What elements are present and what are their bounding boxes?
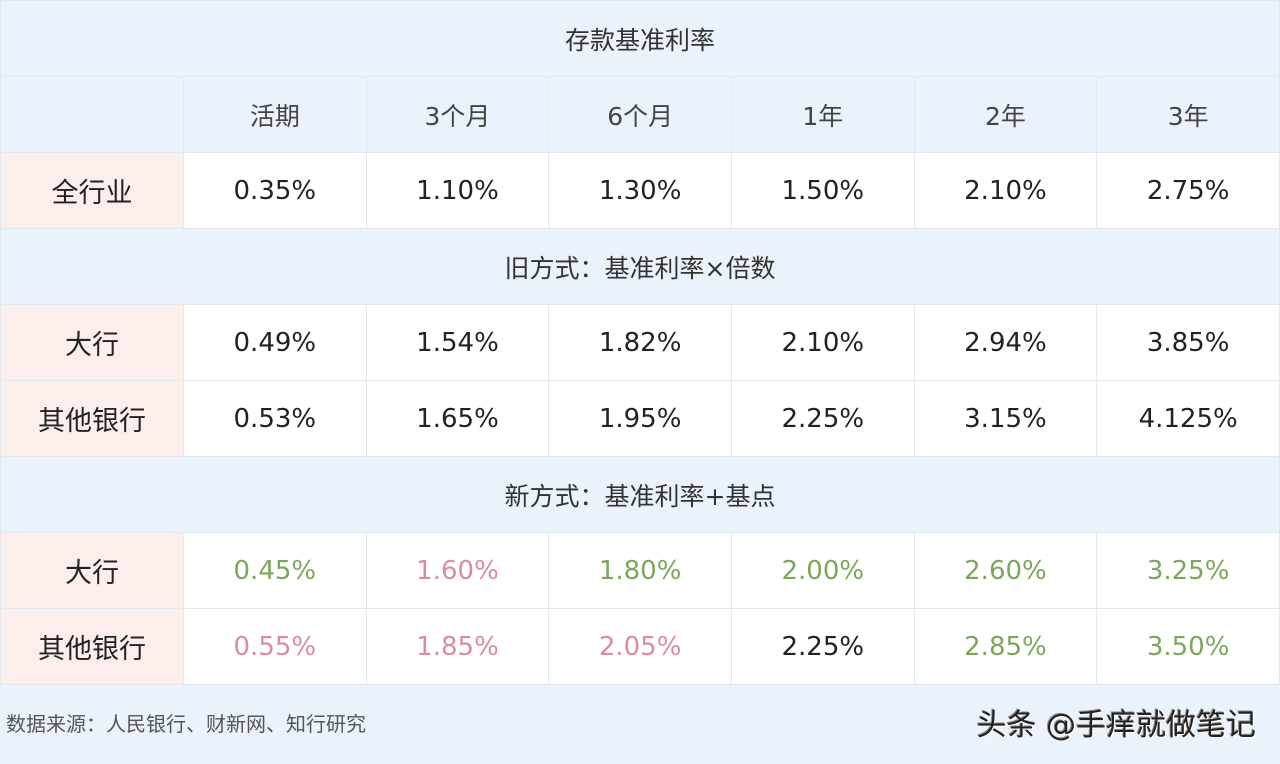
- rate-cell: 2.60%: [913, 532, 1098, 609]
- rate-cell: 4.125%: [1096, 380, 1280, 457]
- row-label: 大行: [0, 304, 184, 381]
- rate-cell: 2.25%: [730, 380, 915, 457]
- rate-cell: 2.10%: [730, 304, 915, 381]
- header-row: 活期 3个月 6个月 1年 2年 3年: [0, 76, 1280, 153]
- rate-cell: 1.95%: [548, 380, 732, 457]
- rate-cell: 1.82%: [548, 304, 732, 381]
- rate-cell: 3.85%: [1096, 304, 1280, 381]
- rate-cell: 0.55%: [183, 608, 367, 685]
- rate-cell: 2.10%: [913, 152, 1098, 229]
- section-title-new: 新方式：基准利率+基点: [0, 456, 1280, 533]
- rate-cell: 0.35%: [183, 152, 367, 229]
- rate-cell: 2.75%: [1096, 152, 1280, 229]
- column-header: 3年: [1096, 76, 1280, 153]
- watermark: 头条 @手痒就做笔记: [976, 708, 1256, 743]
- table-row: 全行业 0.35% 1.10% 1.30% 1.50% 2.10% 2.75%: [0, 152, 1280, 229]
- rate-cell: 2.25%: [730, 608, 915, 685]
- rate-cell: 1.80%: [548, 532, 732, 609]
- rate-cell: 2.85%: [913, 608, 1098, 685]
- rate-cell: 3.50%: [1096, 608, 1280, 685]
- rate-cell: 3.25%: [1096, 532, 1280, 609]
- column-header: 6个月: [548, 76, 732, 153]
- rate-cell: 1.60%: [365, 532, 550, 609]
- table-row: 其他银行 0.53% 1.65% 1.95% 2.25% 3.15% 4.125%: [0, 380, 1280, 457]
- row-label: 其他银行: [0, 608, 184, 685]
- rate-cell: 2.00%: [730, 532, 915, 609]
- table-row: 大行 0.49% 1.54% 1.82% 2.10% 2.94% 3.85%: [0, 304, 1280, 381]
- row-label: 其他银行: [0, 380, 184, 457]
- table-title: 存款基准利率: [0, 0, 1280, 77]
- rate-cell: 1.10%: [365, 152, 550, 229]
- row-label: 大行: [0, 532, 184, 609]
- row-label: 全行业: [0, 152, 184, 229]
- rate-cell: 0.45%: [183, 532, 367, 609]
- rate-cell: 1.54%: [365, 304, 550, 381]
- rate-cell: 1.85%: [365, 608, 550, 685]
- rate-cell: 0.53%: [183, 380, 367, 457]
- rate-cell: 1.50%: [730, 152, 915, 229]
- column-header: 2年: [913, 76, 1098, 153]
- deposit-rate-table: 存款基准利率 活期 3个月 6个月 1年 2年 3年 全行业 0.35% 1.1…: [0, 0, 1280, 685]
- table-row: 大行 0.45% 1.60% 1.80% 2.00% 2.60% 3.25%: [0, 532, 1280, 609]
- column-header: 1年: [730, 76, 915, 153]
- section-title-old: 旧方式：基准利率×倍数: [0, 228, 1280, 305]
- rate-cell: 2.94%: [913, 304, 1098, 381]
- rate-cell: 2.05%: [548, 608, 732, 685]
- data-source-note: 数据来源：人民银行、财新网、知行研究: [6, 712, 366, 736]
- column-header: 活期: [183, 76, 367, 153]
- rate-cell: 3.15%: [913, 380, 1098, 457]
- rate-cell: 1.65%: [365, 380, 550, 457]
- column-header: 3个月: [365, 76, 550, 153]
- table-row: 其他银行 0.55% 1.85% 2.05% 2.25% 2.85% 3.50%: [0, 608, 1280, 685]
- rate-cell: 1.30%: [548, 152, 732, 229]
- rate-cell: 0.49%: [183, 304, 367, 381]
- header-corner: [0, 76, 184, 153]
